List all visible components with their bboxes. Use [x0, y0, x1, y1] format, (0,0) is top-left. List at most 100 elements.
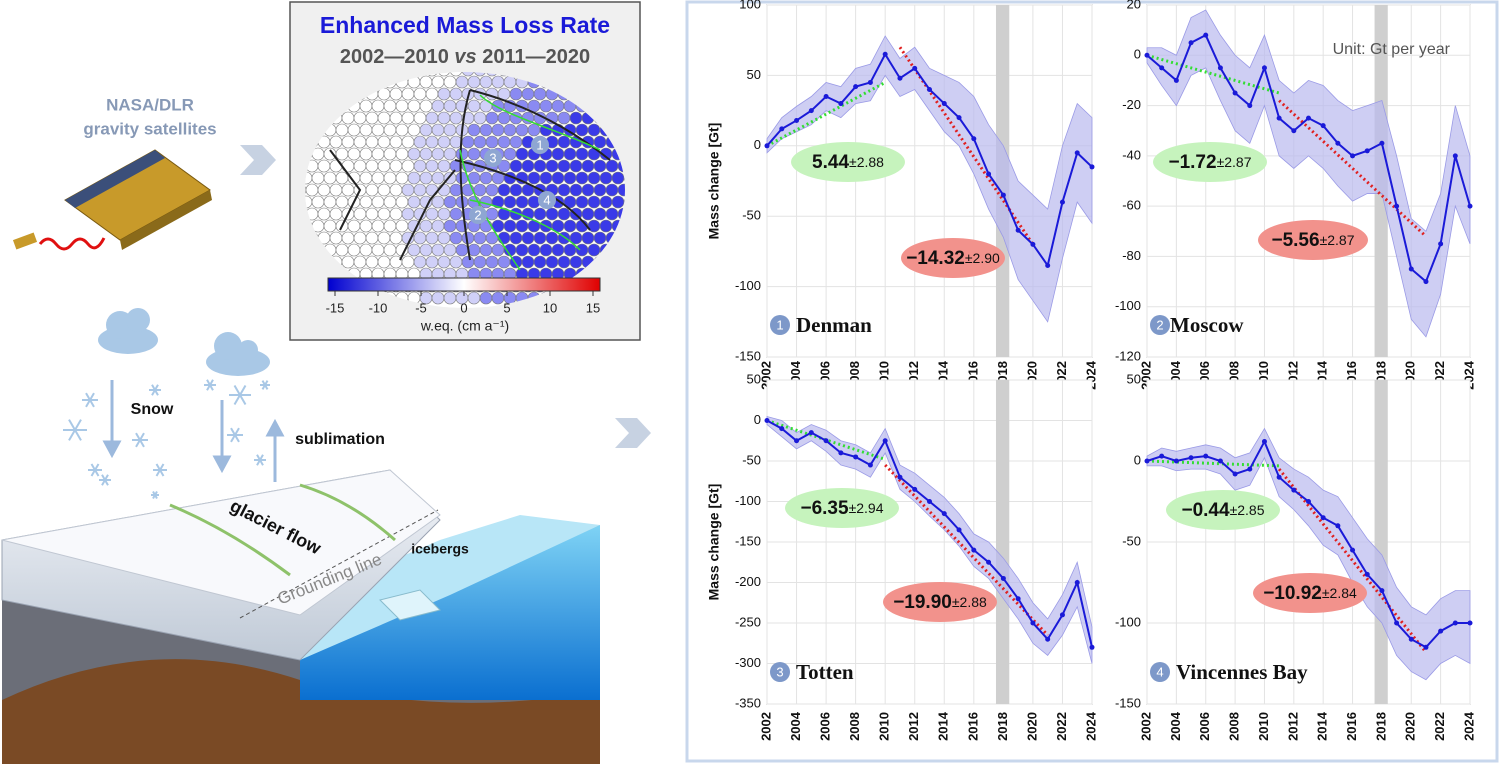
- data-point: [971, 547, 977, 553]
- data-point: [853, 84, 859, 90]
- map-cell: [593, 135, 607, 149]
- map-cell: [431, 147, 445, 161]
- map-cell: [551, 171, 565, 185]
- map-cell: [389, 111, 403, 125]
- map-cell: [557, 207, 571, 221]
- map-cell: [443, 291, 457, 305]
- map-cell: [485, 255, 499, 269]
- map-cell: [642, 184, 654, 196]
- data-point: [941, 101, 947, 107]
- map-cell: [401, 255, 415, 269]
- x-tick-label: 2010: [877, 712, 892, 741]
- snowflake-stroke: [101, 474, 109, 486]
- map-cell: [419, 99, 433, 113]
- map-cell: [437, 87, 451, 101]
- x-tick-label: 2002: [1138, 712, 1153, 741]
- map-cell: [479, 99, 493, 113]
- map-cell: [431, 219, 445, 233]
- data-point: [897, 75, 903, 81]
- data-point: [956, 527, 962, 533]
- map-cell: [401, 183, 415, 197]
- x-tick-label: 2016: [965, 712, 980, 741]
- map-cell: [648, 148, 660, 160]
- map-subtitle-part: 2011—2020: [477, 46, 590, 68]
- map-cell: [642, 64, 654, 76]
- map-cell: [509, 183, 523, 197]
- map-cell: [449, 87, 463, 101]
- map-cell: [491, 291, 505, 305]
- map-cell: [515, 123, 529, 137]
- map-cell: [503, 219, 517, 233]
- y-tick-label: -300: [735, 655, 761, 670]
- map-cell: [569, 111, 583, 125]
- map-cell: [467, 99, 481, 113]
- map-cell: [413, 231, 427, 245]
- map-cell: [599, 219, 613, 233]
- icebergs-label: icebergs: [411, 541, 469, 557]
- map-cell: [533, 87, 547, 101]
- map-cell: [533, 255, 547, 269]
- map-cell: [467, 147, 481, 161]
- data-point: [764, 418, 770, 423]
- map-cell: [593, 183, 607, 197]
- map-cell: [557, 183, 571, 197]
- data-point: [838, 101, 844, 107]
- data-point: [1320, 123, 1326, 129]
- map-cell: [395, 219, 409, 233]
- map-cell: [365, 183, 379, 197]
- snowflake-stroke: [233, 384, 247, 406]
- map-cell: [581, 207, 595, 221]
- map-cell: [449, 72, 463, 77]
- data-point: [1159, 453, 1165, 459]
- map-cell: [623, 195, 625, 209]
- rate-error: ±2.87: [1320, 232, 1355, 248]
- map-cell: [539, 171, 553, 185]
- map-cell: [575, 243, 589, 257]
- map-cell: [335, 171, 349, 185]
- map-cell: [347, 219, 361, 233]
- map-cell: [341, 159, 355, 173]
- map-cell: [329, 159, 343, 173]
- title-number: 3: [776, 664, 783, 679]
- data-point: [1217, 65, 1223, 71]
- map-cell: [642, 232, 654, 244]
- snow-label: Snow: [131, 401, 174, 418]
- map-cell: [587, 123, 601, 137]
- map-cell: [407, 171, 421, 185]
- map-cell: [642, 256, 654, 268]
- x-tick-label: 2012: [1285, 712, 1300, 741]
- map-cell: [491, 123, 505, 137]
- map-cell: [648, 76, 660, 88]
- map-cell: [431, 123, 445, 137]
- y-tick-label: -150: [1115, 695, 1141, 710]
- rate-error: ±2.90: [965, 250, 1000, 266]
- map-cell: [563, 219, 577, 233]
- map-cell: [642, 160, 654, 172]
- data-point: [1045, 636, 1051, 642]
- map-cell: [425, 183, 439, 197]
- data-point: [1350, 153, 1356, 159]
- map-cell: [431, 243, 445, 257]
- map-cell: [467, 75, 481, 89]
- y-tick-label: 50: [1127, 371, 1141, 386]
- map-cell: [377, 207, 391, 221]
- map-cell: [521, 231, 535, 245]
- map-cell: [425, 159, 439, 173]
- satellite-label: gravity satellites: [83, 119, 216, 138]
- data-point: [1452, 620, 1458, 626]
- map-cell: [648, 268, 660, 280]
- map-cell: [449, 231, 463, 245]
- map-cell: [425, 135, 439, 149]
- map-cell: [419, 147, 433, 161]
- map-cell: [575, 195, 589, 209]
- map-cell: [648, 100, 660, 112]
- data-point: [853, 454, 859, 460]
- map-cell: [389, 207, 403, 221]
- data-point: [794, 438, 800, 444]
- map-cell: [401, 207, 415, 221]
- map-cell: [335, 123, 349, 137]
- rate-label: −10.92±2.84: [1263, 583, 1357, 604]
- map-cell: [593, 207, 607, 221]
- map-cell: [335, 243, 349, 257]
- map-cell: [341, 255, 355, 269]
